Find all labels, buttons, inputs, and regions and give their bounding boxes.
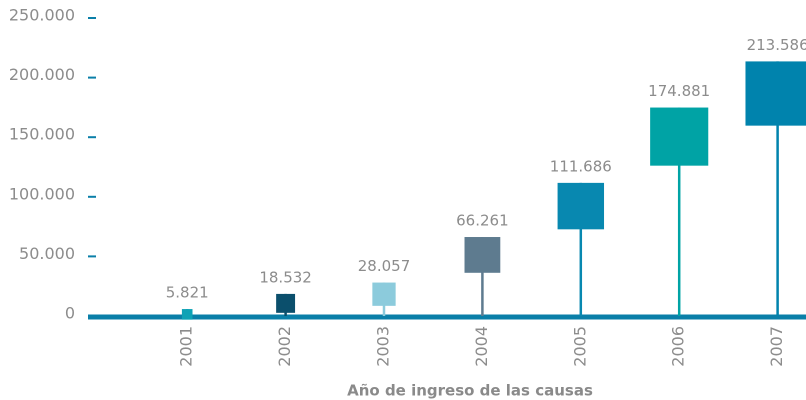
y-tick-label: 250.000	[9, 6, 75, 25]
value-label: 28.057	[358, 257, 411, 275]
value-label: 18.532	[259, 268, 312, 286]
value-label: 111.686	[550, 157, 612, 175]
square-marker	[745, 61, 806, 126]
square-marker	[557, 182, 605, 230]
y-tick-label: 150.000	[9, 125, 75, 144]
x-tick-label: 2004	[472, 326, 491, 367]
value-label: 213.586	[747, 36, 806, 54]
x-tick-label: 2007	[767, 326, 786, 367]
square-marker	[276, 293, 296, 313]
value-label: 66.261	[456, 212, 509, 230]
square-marker	[372, 282, 396, 306]
y-tick-label: 200.000	[9, 65, 75, 84]
x-tick-label: 2002	[275, 326, 294, 367]
x-tick-label: 2005	[570, 326, 589, 367]
x-tick-label: 2003	[374, 326, 393, 367]
x-axis-label: Año de ingreso de las causas	[347, 382, 593, 400]
x-tick-label: 2001	[177, 326, 196, 367]
y-tick-label: 100.000	[9, 184, 75, 203]
square-marker	[464, 237, 501, 273]
y-tick-label: 0	[65, 304, 75, 323]
value-label: 174.881	[648, 82, 710, 100]
square-marker	[650, 107, 709, 166]
y-tick-label: 50.000	[19, 244, 75, 263]
x-tick-label: 2006	[669, 326, 688, 367]
square-marker	[181, 309, 193, 320]
value-label: 5.821	[166, 284, 209, 302]
